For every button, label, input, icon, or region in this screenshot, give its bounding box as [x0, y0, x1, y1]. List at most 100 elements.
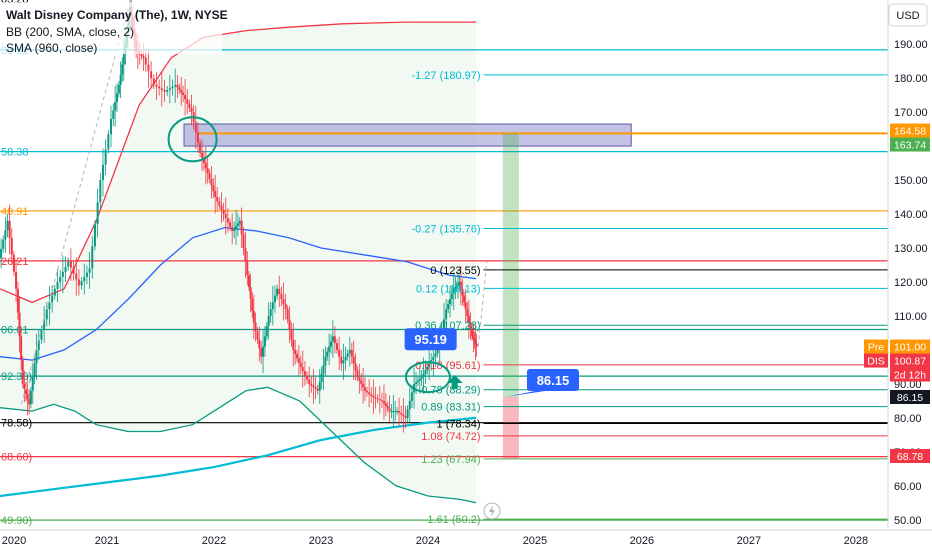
price-candle-body: [249, 287, 252, 299]
trend-projection-line: [20, 6, 129, 405]
price-candle-body: [35, 349, 38, 364]
price-candle-body: [150, 71, 153, 79]
price-candle-body: [220, 205, 223, 210]
price-candle-body: [326, 351, 329, 357]
trend-projection-line: [477, 261, 488, 347]
fib-levels: -1.27 (180.97) -0.27 (135.76) 0 (123.55) 0.…: [411, 70, 888, 526]
x-tick-label: 2028: [844, 535, 868, 547]
price-candle-body: [67, 261, 70, 267]
price-candle-body: [85, 272, 88, 277]
price-candle-body: [284, 304, 287, 310]
price-candle-body: [23, 383, 26, 390]
y-tick-label: 190.00: [894, 39, 928, 51]
price-candle-body: [314, 387, 317, 390]
price-candle-body: [436, 349, 439, 354]
price-candle-body: [75, 273, 78, 280]
price-candle-body: [158, 86, 161, 89]
indicator-bb-label[interactable]: BB (200, SMA, close, 2): [6, 25, 134, 39]
price-candle-body: [4, 230, 7, 240]
price-candle-body: [43, 319, 46, 330]
price-candle-body: [80, 281, 83, 286]
price-candle-body: [464, 302, 467, 310]
price-candle-body: [28, 399, 31, 405]
price-candle-body: [251, 298, 254, 311]
fib-level-label: 1.61 (50.2): [427, 514, 480, 526]
price-candle-body: [318, 382, 321, 391]
price-candle-body: [53, 288, 56, 296]
price-candle-body: [346, 353, 349, 357]
price-tag-text: 86.15: [897, 392, 923, 404]
price-tag-prefix: [864, 353, 888, 368]
resistance-zone-box[interactable]: [183, 123, 632, 147]
price-candle-body: [410, 392, 413, 401]
price-candle-body: [204, 163, 207, 169]
price-candle-body: [240, 220, 243, 235]
price-candle-body: [447, 304, 450, 310]
price-candle-body: [20, 336, 23, 361]
price-candle-body: [290, 329, 293, 340]
price-tag-text: 163.74: [894, 140, 926, 152]
price-candle-body: [140, 54, 143, 57]
price-candle-body: [142, 56, 145, 58]
currency-button[interactable]: [888, 3, 928, 27]
series-line-basis: [0, 226, 477, 361]
currency-label: USD: [896, 10, 919, 22]
price-candle-body: [426, 366, 429, 371]
price-candle-body: [432, 356, 435, 361]
price-candle-body: [424, 370, 427, 374]
price-candle-body: [8, 220, 11, 238]
price-candle-body: [370, 394, 373, 396]
price-candle-body: [406, 409, 409, 418]
price-candle-body: [182, 92, 185, 96]
price-candle-body: [178, 87, 181, 91]
price-candle-body: [404, 416, 407, 418]
price-candle-body: [244, 248, 247, 262]
price-candle-body: [147, 64, 150, 72]
x-tick-label: 2021: [95, 535, 119, 547]
x-tick-label: 2020: [2, 535, 26, 547]
y-tick-label: 170.00: [894, 107, 928, 119]
price-candle-body: [271, 302, 274, 310]
horizontal-level-label: 68.60): [1, 452, 32, 464]
y-tick-label: 130.00: [894, 243, 928, 255]
price-candle-body: [26, 394, 29, 400]
price-candle-body: [166, 90, 169, 92]
price-candle-body: [350, 349, 353, 357]
price-tag-text: 68.78: [897, 451, 923, 463]
price-candle-body: [354, 363, 357, 371]
lightning-icon[interactable]: [483, 502, 501, 520]
price-candle-body: [294, 349, 297, 355]
price-candle-body: [114, 101, 117, 111]
horizontal-level-label: 06.01: [1, 325, 29, 337]
price-tag: [890, 123, 930, 138]
price-candle-body: [356, 370, 359, 378]
price-candle-body: [428, 363, 431, 367]
price-candle-body: [254, 322, 257, 332]
price-tag-text: 100.87: [894, 356, 926, 368]
price-candle-body: [214, 191, 217, 198]
price-candle-body: [358, 377, 361, 381]
x-tick-label: 2023: [309, 535, 333, 547]
price-candle-body: [188, 103, 191, 108]
price-candle-body: [352, 356, 355, 364]
indicator-sma-label[interactable]: SMA (960, close): [6, 41, 97, 55]
price-candle-body: [31, 377, 34, 391]
price-candle-body: [256, 331, 259, 340]
price-candle-body: [288, 319, 291, 330]
price-candle-body: [416, 380, 419, 383]
price-candle-body: [363, 387, 366, 391]
price-candle-body: [10, 237, 13, 255]
price-candle-body: [231, 226, 234, 232]
circle-annotation: [404, 361, 451, 394]
price-candle-body: [262, 346, 265, 357]
price-candle-body: [303, 371, 306, 376]
price-candle-body: [297, 358, 300, 363]
price-candle-body: [374, 397, 377, 399]
price-candle-body: [449, 298, 452, 305]
price-candle-body: [16, 288, 19, 313]
price-candle-body: [434, 353, 437, 357]
price-candle-body: [202, 157, 205, 164]
price-candle-body: [263, 336, 266, 347]
price-candle-body: [246, 261, 249, 276]
circle-annotation: [167, 116, 218, 163]
